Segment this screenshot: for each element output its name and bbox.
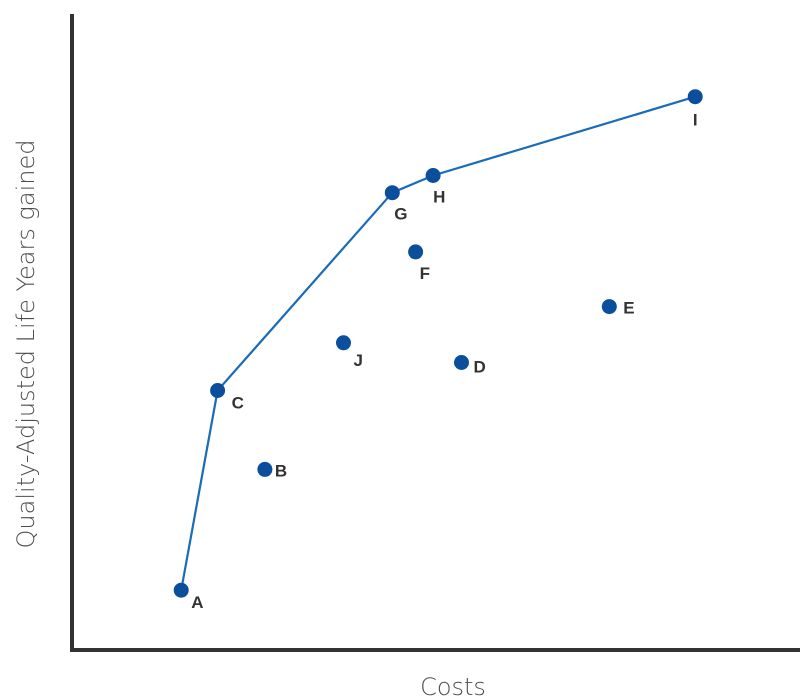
point-label-h: H [433, 188, 445, 207]
point-label-c: C [232, 394, 244, 413]
point-label-g: G [394, 205, 407, 224]
point-e [601, 299, 617, 315]
point-label-a: A [191, 593, 203, 612]
axes [70, 14, 800, 652]
point-i [687, 89, 703, 105]
point-h [425, 168, 441, 183]
point-b [257, 461, 273, 477]
point-c [210, 383, 226, 398]
point-d [454, 355, 469, 370]
point-label-f: F [420, 264, 430, 283]
y-axis-title: Quality-Adjusted Life Years gained [12, 140, 40, 549]
point-label-b: B [275, 461, 287, 480]
point-f [408, 244, 424, 260]
point-label-j: J [354, 351, 363, 370]
point-label-i: I [693, 111, 698, 130]
labels-layer: A B C D E F G H I J [191, 111, 697, 613]
point-j [336, 335, 351, 351]
point-label-e: E [623, 299, 634, 318]
points-layer [173, 89, 703, 598]
point-label-d: D [474, 358, 486, 377]
point-a [173, 582, 189, 598]
x-axis-title: Costs [420, 673, 486, 698]
point-g [384, 185, 400, 201]
